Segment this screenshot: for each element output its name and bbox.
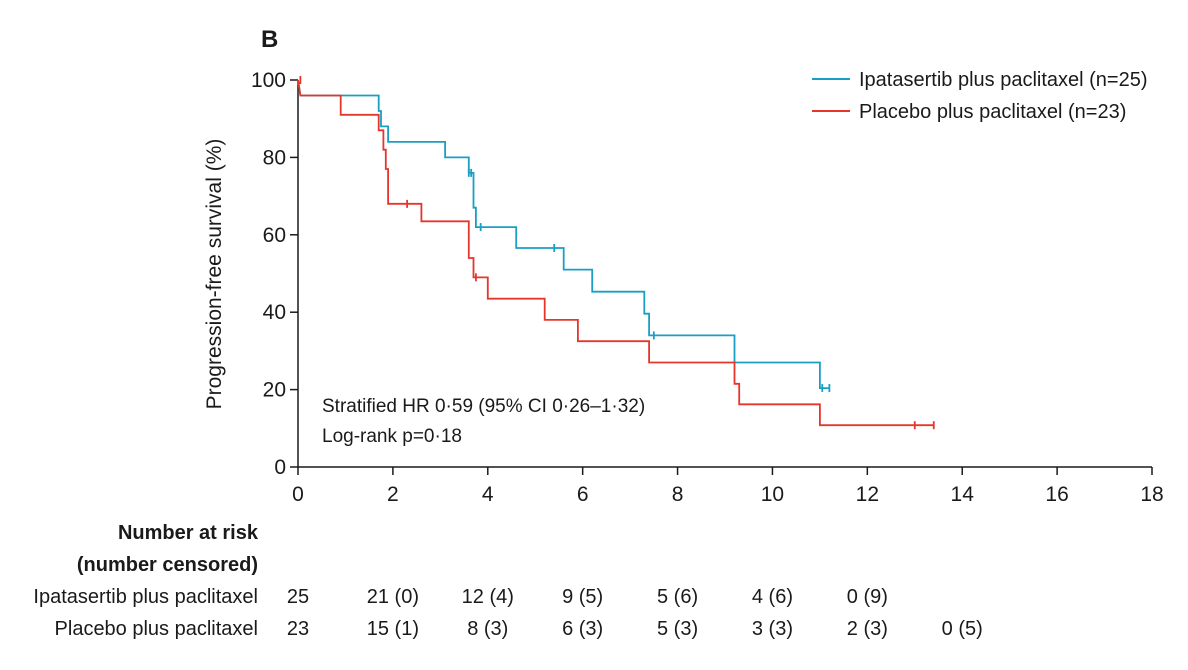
- risk-cell-placebo: 5 (3): [657, 618, 698, 640]
- risk-cell-ipatasertib: 5 (6): [657, 586, 698, 608]
- risk-table-subtitle: (number censored): [77, 554, 258, 576]
- y-tick-label: 80: [263, 146, 286, 169]
- risk-cell-placebo: 23: [287, 618, 309, 640]
- legend-label-ipatasertib: Ipatasertib plus paclitaxel (n=25): [859, 69, 1148, 91]
- x-tick-label: 6: [577, 483, 589, 506]
- panel-label: B: [261, 26, 278, 53]
- y-tick-label: 40: [263, 301, 286, 324]
- risk-cell-ipatasertib: 4 (6): [752, 586, 793, 608]
- risk-row-label-placebo: Placebo plus paclitaxel: [55, 618, 258, 640]
- y-tick-label: 100: [251, 69, 286, 92]
- x-tick-label: 2: [387, 483, 399, 506]
- risk-table: Number at risk (number censored) Ipatase…: [33, 522, 982, 640]
- risk-cell-ipatasertib: 0 (9): [847, 586, 888, 608]
- x-tick-label: 0: [292, 483, 304, 506]
- x-tick-label: 8: [672, 483, 684, 506]
- risk-cell-ipatasertib: 9 (5): [562, 586, 603, 608]
- series-line-placebo: [297, 79, 934, 427]
- risk-table-title: Number at risk: [118, 522, 259, 544]
- risk-cell-placebo: 15 (1): [367, 618, 419, 640]
- risk-cell-placebo: 0 (5): [942, 618, 983, 640]
- risk-cell-placebo: 3 (3): [752, 618, 793, 640]
- x-tick-label: 16: [1045, 483, 1068, 506]
- y-tick-label: 0: [274, 456, 286, 479]
- y-tick-label: 60: [263, 224, 286, 247]
- x-tick-label: 14: [951, 483, 975, 506]
- risk-cell-placebo: 2 (3): [847, 618, 888, 640]
- y-ticks: 0 20 40 60 80 100: [251, 69, 298, 479]
- hr-annotation: Stratified HR 0·59 (95% CI 0·26–1·32): [322, 396, 645, 417]
- x-ticks: 0 2 4 6 8 10 12 14 16 18: [292, 467, 1164, 506]
- x-tick-label: 12: [856, 483, 879, 506]
- risk-row-label-ipatasertib: Ipatasertib plus paclitaxel: [33, 586, 258, 608]
- risk-cell-ipatasertib: 12 (4): [462, 586, 514, 608]
- risk-cell-placebo: 8 (3): [467, 618, 508, 640]
- risk-cell-ipatasertib: 25: [287, 586, 309, 608]
- x-tick-label: 4: [482, 483, 494, 506]
- x-tick-label: 10: [761, 483, 784, 506]
- y-tick-label: 20: [263, 379, 286, 402]
- legend: Ipatasertib plus paclitaxel (n=25) Place…: [812, 69, 1148, 123]
- y-axis-label: Progression-free survival (%): [203, 139, 226, 410]
- risk-cell-placebo: 6 (3): [562, 618, 603, 640]
- series-layer: [297, 76, 935, 430]
- series-line-ipatasertib: [297, 79, 830, 390]
- risk-cell-ipatasertib: 21 (0): [367, 586, 419, 608]
- legend-label-placebo: Placebo plus paclitaxel (n=23): [859, 101, 1126, 123]
- x-tick-label: 18: [1140, 483, 1163, 506]
- risk-cells: 25 21 (0) 12 (4) 9 (5) 5 (6) 4 (6) 0 (9) 23 15 (…: [287, 586, 983, 640]
- logrank-annotation: Log-rank p=0·18: [322, 426, 462, 447]
